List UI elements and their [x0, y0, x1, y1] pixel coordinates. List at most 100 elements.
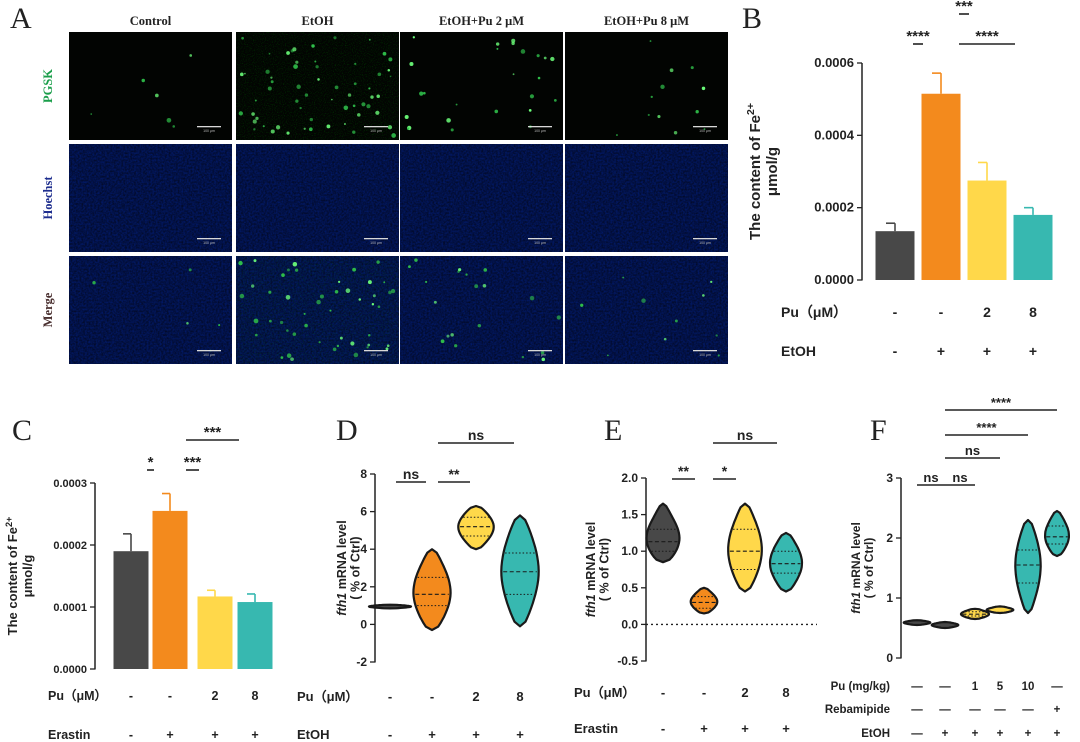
fluorescent-spot	[647, 113, 650, 117]
bar-0	[875, 231, 915, 280]
treatment-name: Erastin	[48, 728, 90, 742]
fluorescent-spot	[669, 68, 674, 73]
fluorescent-spot	[404, 114, 409, 119]
y-label-rest: mRNA level	[584, 522, 598, 594]
significance-label: ns	[952, 470, 967, 485]
y-tick-label: 1.0	[621, 544, 638, 558]
fluorescent-spot	[376, 94, 380, 99]
scale-bar	[364, 350, 388, 352]
y-label-superscript: 2+	[745, 103, 757, 115]
treatment-value: +	[211, 728, 218, 742]
treatment-value: 8	[516, 689, 523, 704]
significance-label: **	[449, 466, 460, 482]
y-axis-label-unit: ( % of Ctrl)	[862, 538, 876, 599]
fluorescent-spot	[376, 260, 380, 264]
fluorescent-spot	[253, 259, 257, 263]
violin-3	[500, 514, 540, 628]
violin-3	[985, 605, 1015, 615]
treatment-value: 2	[741, 685, 748, 700]
fluorescent-spot	[529, 94, 535, 99]
y-tick-label: 2.0	[621, 471, 638, 485]
scale-bar-label: 100 μm	[534, 241, 546, 245]
treatment-value: +	[1029, 343, 1037, 359]
fluorescent-spot	[294, 268, 299, 272]
gene-name: fth1	[849, 591, 863, 613]
significance-label: *	[722, 463, 728, 479]
fluorescent-spot	[446, 334, 450, 338]
fluorescent-spot	[286, 353, 292, 358]
fluorescent-spot	[354, 62, 357, 65]
treatment-value: -	[388, 689, 392, 704]
fluorescent-spot	[318, 341, 321, 344]
scale-bar	[364, 126, 388, 128]
fluorescent-spot	[303, 127, 306, 130]
fluorescent-spot	[343, 105, 349, 111]
treatment-value: -	[893, 343, 898, 359]
nuclei-texture	[236, 144, 399, 252]
fluorescent-spot	[377, 305, 381, 308]
fluorescent-spot	[529, 295, 535, 301]
fluorescent-spot	[495, 42, 500, 46]
y-tick-label: 3	[886, 471, 893, 485]
fluorescent-spot	[406, 127, 410, 130]
fluorescent-spot	[309, 117, 314, 122]
fluorescent-spot	[550, 56, 555, 62]
fluorescent-spot	[433, 300, 437, 304]
panel-letter-e: E	[604, 414, 622, 447]
y-axis-label-unit: ( % of Ctrl)	[349, 536, 363, 599]
violin-2	[727, 502, 763, 593]
gene-name: fth1	[584, 594, 598, 617]
fluorescent-spot	[286, 268, 290, 272]
fluorescent-spot	[238, 111, 243, 116]
fluorescent-spot	[387, 125, 393, 130]
fluorescent-spot	[329, 309, 332, 312]
fluorescent-spot	[286, 131, 290, 135]
y-tick-label: 0.0002	[814, 200, 854, 215]
violin-0	[645, 502, 681, 564]
fluorescent-spot	[673, 131, 678, 135]
fluorescent-spot	[333, 36, 337, 40]
fluorescent-spot	[419, 91, 424, 96]
treatment-value: -	[129, 728, 133, 742]
bar-2	[197, 596, 233, 669]
micrograph-merge-0: 100 μm	[69, 256, 232, 364]
panel-letter-b: B	[742, 2, 762, 35]
fluorescent-spot	[702, 294, 705, 297]
y-tick-label: -2	[356, 655, 367, 669]
y-label-superscript: 2+	[4, 517, 14, 527]
fluorescent-spot	[641, 298, 646, 303]
significance-label: ****	[976, 420, 997, 435]
panel-letter-d: D	[336, 414, 358, 447]
micrograph-hoechst-1: 100 μm	[236, 144, 399, 252]
fluorescent-spot	[450, 128, 454, 132]
row-label-hoechst: Hoechst	[41, 176, 55, 220]
treatment-value: 2	[472, 689, 479, 704]
fluorescent-spot	[315, 65, 319, 69]
y-tick-label: -0.5	[617, 654, 638, 668]
micrograph-hoechst-0: 100 μm	[69, 144, 232, 252]
y-tick-label: 0	[886, 651, 893, 665]
scale-bar	[197, 350, 221, 352]
fluorescent-spot	[422, 91, 426, 95]
fluorescent-spot	[477, 323, 482, 328]
scale-bar	[528, 350, 552, 352]
fluorescent-spot	[414, 258, 418, 262]
panel-letter-f: F	[870, 414, 887, 447]
significance-label: ns	[403, 466, 420, 482]
fluorescent-spot	[367, 280, 372, 285]
y-tick-label: 0.0002	[53, 540, 87, 552]
treatment-value: +	[1054, 704, 1061, 716]
significance-label: ns	[923, 470, 938, 485]
gene-name: fth1	[335, 593, 349, 616]
scale-bar-label: 100 μm	[699, 353, 711, 357]
bar-3	[1013, 214, 1053, 280]
treatment-value: 1	[972, 681, 979, 693]
fluorescent-spot	[388, 290, 392, 295]
treatment-value: +	[942, 728, 949, 740]
treatment-value: -	[661, 721, 665, 736]
y-tick-label: 0.0003	[53, 478, 87, 490]
treatment-value: -	[168, 689, 172, 703]
fluorescent-spot	[286, 51, 290, 55]
significance-label: ***	[955, 0, 973, 15]
